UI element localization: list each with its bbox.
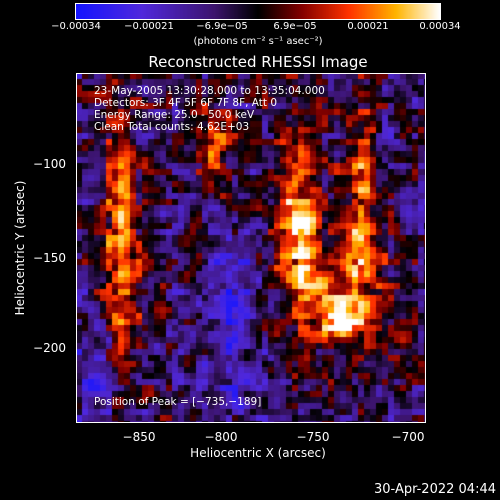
x-tick-label: −800 <box>204 430 238 444</box>
colorbar-tick: −6.9e−05 <box>196 21 248 32</box>
heatmap-image[interactable] <box>76 73 426 423</box>
annotation-energy: Energy Range: 25.0 - 50.0 keV <box>94 109 255 121</box>
x-axis-label: Heliocentric X (arcsec) <box>190 446 326 460</box>
x-tick-label: −750 <box>296 430 330 444</box>
plot-title: Reconstructed RHESSI Image <box>148 53 368 71</box>
colorbar-tick: −0.00021 <box>124 21 174 32</box>
timestamp: 30-Apr-2022 04:44 <box>374 482 496 497</box>
annotation-peak-position: Position of Peak = [−735,−189] <box>94 396 262 408</box>
plot-frame <box>76 73 426 423</box>
plot-area[interactable]: 23-May-2005 13:30:28.000 to 13:35:04.000… <box>76 73 426 423</box>
y-tick-label: −100 <box>33 157 66 171</box>
colorbar <box>75 3 441 20</box>
colorbar-tick: 0.00034 <box>419 21 461 32</box>
annotation-detectors: Detectors: 3F 4F 5F 6F 7F 8F, Att 0 <box>94 97 278 109</box>
x-tick-label: −850 <box>122 430 156 444</box>
annotation-time-range: 23-May-2005 13:30:28.000 to 13:35:04.000 <box>94 85 325 97</box>
y-axis-label: Heliocentric Y (arcsec) <box>13 180 27 316</box>
y-tick-label: −150 <box>33 251 66 265</box>
annotation-clean: Clean Total counts: 4.62E+03 <box>94 121 250 133</box>
colorbar-tick: 6.9e−05 <box>273 21 317 32</box>
y-tick-label: −200 <box>33 341 66 355</box>
x-tick-label: −700 <box>391 430 425 444</box>
colorbar-units: (photons cm⁻² s⁻¹ asec⁻²) <box>193 36 323 47</box>
colorbar-tick: −0.00034 <box>51 21 101 32</box>
colorbar-tick: 0.00021 <box>347 21 389 32</box>
